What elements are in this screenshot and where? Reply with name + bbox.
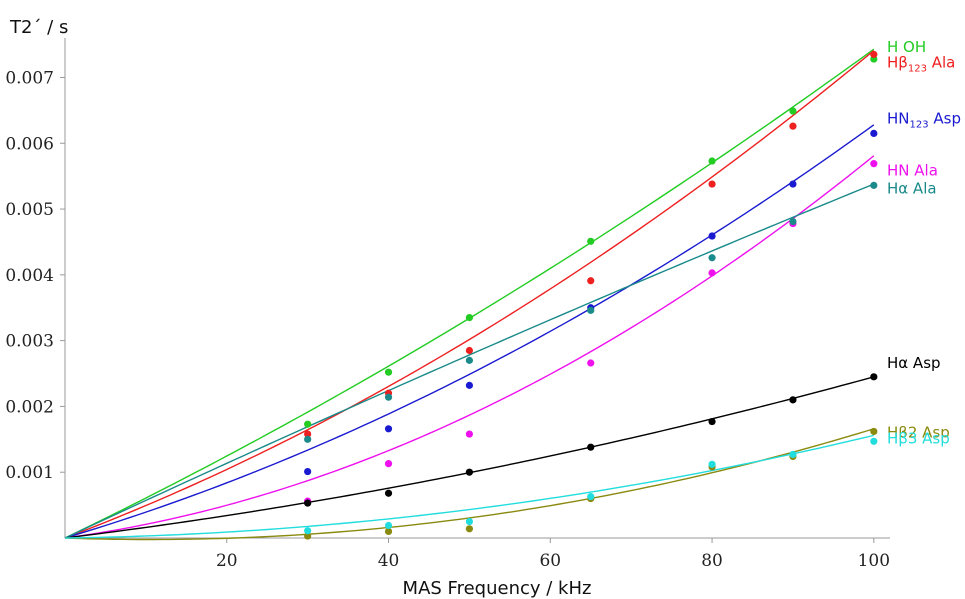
data-point-hn123-asp (384, 425, 393, 433)
data-point-h-oh (789, 107, 797, 115)
data-point-hn123-asp (304, 467, 312, 476)
data-point-hn-ala (870, 160, 878, 168)
x-tick-label: 60 (539, 551, 561, 571)
x-axis-title: MAS Frequency / kHz (403, 578, 592, 599)
fit-curve-h-ala (64, 183, 875, 539)
series-label-hn123-asp: HN123 Asp (887, 109, 961, 130)
data-point-h-ala (587, 306, 595, 314)
data-point-h-asp (304, 499, 312, 507)
data-point-h-oh (587, 237, 595, 245)
fit-curve-h-3-asp (64, 434, 874, 539)
data-point-h-asp (870, 373, 878, 381)
data-point-hn123-asp (465, 381, 474, 389)
data-point-hn123-asp (870, 129, 878, 137)
data-point-h-asp (465, 468, 474, 476)
data-point-hn123-asp (789, 180, 797, 188)
data-point-h-3-asp (708, 460, 716, 468)
data-point-h-asp (708, 417, 716, 426)
y-tick-label: 0.004 (5, 266, 54, 286)
x-tick-label: 100 (858, 551, 890, 571)
series-label-hn-ala: HN Ala (887, 162, 938, 180)
fit-curve-h-asp (64, 376, 875, 539)
data-point-h-oh (708, 157, 716, 165)
data-point-h-oh (465, 314, 474, 322)
data-point-h-2-asp (384, 527, 393, 536)
y-axis-title: T2´ / s (9, 17, 68, 38)
data-point-h-ala (708, 254, 716, 262)
fit-curve-hn123-asp (64, 124, 875, 539)
data-point-h-3-asp (587, 492, 595, 501)
fit-curve-hn-ala (64, 155, 875, 539)
series-label-h-3-asp: Hβ3 Asp (887, 429, 950, 447)
data-point-h-3-asp (789, 450, 797, 459)
series-label-h-ala: Hα Ala (887, 179, 937, 197)
ticks: 20 40 60 80 100 0.001 0.002 0.003 0.004 0.005 0.00… (5, 68, 890, 571)
data-point-h-ala (789, 217, 797, 226)
series-label-h-oh: H OH (887, 38, 926, 56)
data-point-h-3-asp (465, 517, 474, 526)
data-point-h-oh (304, 420, 312, 428)
x-tick-label: 40 (378, 551, 400, 571)
data-point-h-123-ala (789, 122, 797, 130)
fit-curve-h-123-ala (64, 49, 875, 539)
fit-curves (64, 48, 875, 541)
series-label-h-2-asp: Hβ2 Asp (887, 423, 950, 441)
data-point-h-123-ala (708, 180, 716, 188)
series-label-h-123-ala: Hβ123 Ala (887, 53, 955, 74)
axes (64, 38, 890, 539)
data-point-hn-ala (384, 460, 393, 468)
data-point-h-3-asp (870, 437, 878, 445)
data-point-hn-ala (587, 359, 595, 367)
data-point-h-ala (870, 181, 878, 189)
data-point-h-asp (789, 396, 797, 404)
data-point-h-2-asp (870, 427, 878, 436)
y-tick-label: 0.003 (5, 332, 54, 352)
data-point-h-123-ala (304, 430, 312, 438)
data-point-h-ala (384, 393, 393, 401)
y-tick-label: 0.001 (5, 463, 54, 483)
data-point-h-asp (587, 443, 595, 451)
data-point-hn-ala (465, 430, 474, 438)
data-point-h-3-asp (384, 521, 393, 530)
data-point-h-123-ala (465, 346, 474, 355)
x-tick-label: 80 (701, 551, 723, 571)
data-point-h-asp (384, 489, 393, 497)
data-point-h-oh (384, 368, 393, 376)
data-point-h-ala (465, 356, 474, 364)
y-tick-label: 0.007 (5, 68, 54, 88)
fit-curve-h-oh (64, 48, 875, 539)
data-point-h-123-ala (587, 277, 595, 285)
data-points (304, 50, 878, 540)
data-point-h-3-asp (304, 527, 312, 535)
x-tick-label: 20 (216, 551, 238, 571)
y-tick-label: 0.002 (5, 397, 54, 417)
data-point-hn123-asp (708, 232, 716, 240)
y-tick-label: 0.006 (5, 134, 54, 154)
series-label-h-asp: Hα Asp (887, 354, 941, 372)
y-tick-label: 0.005 (5, 200, 54, 220)
data-point-h-2-asp (465, 525, 474, 533)
fit-curve-h-2-asp (64, 428, 875, 541)
data-point-hn-ala (708, 269, 716, 277)
data-point-h-2-asp (304, 532, 312, 540)
data-point-h-123-ala (870, 50, 878, 59)
data-point-h-ala (304, 435, 312, 443)
